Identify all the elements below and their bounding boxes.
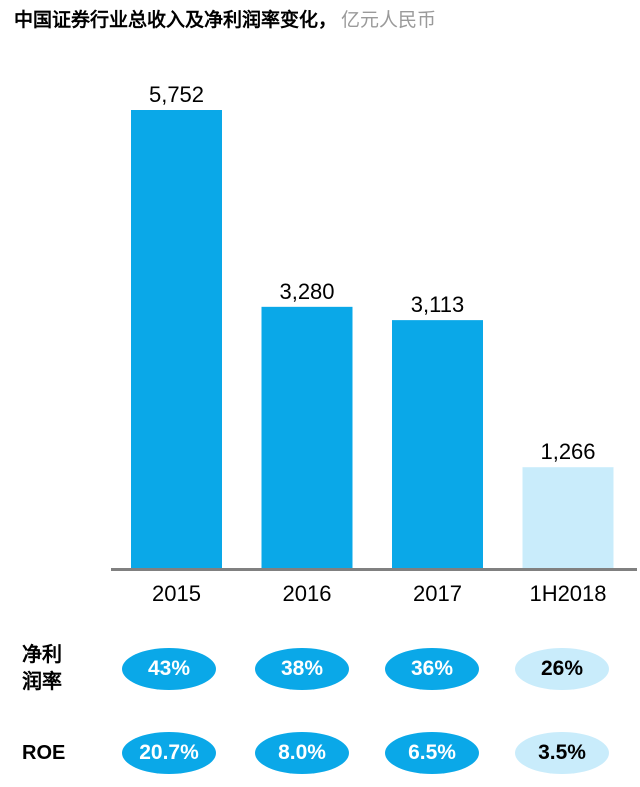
x-tick-label-2016: 2016 [283,581,332,606]
value-label-1h2018: 1,266 [540,439,595,464]
net-margin-row-label: 净利 润率 [22,642,62,696]
x-tick-label-1h2018: 1H2018 [529,581,606,606]
roe-pill-1h2018: 3.5% [515,732,609,774]
roe-row-label: ROE [22,742,66,764]
bar-2017 [392,320,483,568]
net-margin-label-line1: 净利 [22,644,62,666]
revenue-bar-chart: 5,752 2015 3,280 2016 3,113 2017 1,266 1H2018 [111,82,637,606]
bar-2015 [131,110,222,568]
bar-1h2018 [522,467,614,568]
value-label-2016: 3,280 [279,279,334,304]
value-label-2017: 3,113 [411,292,464,317]
value-label-2015: 5,752 [149,82,204,107]
roe-pill-2016: 8.0% [255,732,349,774]
chart-title-main: 中国证券行业总收入及净利润率变化， [14,10,338,31]
bar-2016 [261,306,353,568]
net-margin-pill-2016: 38% [255,648,349,690]
chart-title: 中国证券行业总收入及净利润率变化， 亿元人民币 [14,6,634,36]
roe-pill-2017: 6.5% [385,732,479,774]
net-margin-pill-2017: 36% [385,648,479,690]
net-margin-pill-2015: 43% [122,648,216,690]
chart-title-unit: 亿元人民币 [341,10,437,31]
roe-pill-2015: 20.7% [122,732,216,774]
net-margin-pill-1h2018: 26% [515,648,609,690]
net-margin-label-line2: 润率 [22,671,62,693]
x-tick-label-2017: 2017 [413,581,462,606]
x-tick-label-2015: 2015 [152,581,201,606]
